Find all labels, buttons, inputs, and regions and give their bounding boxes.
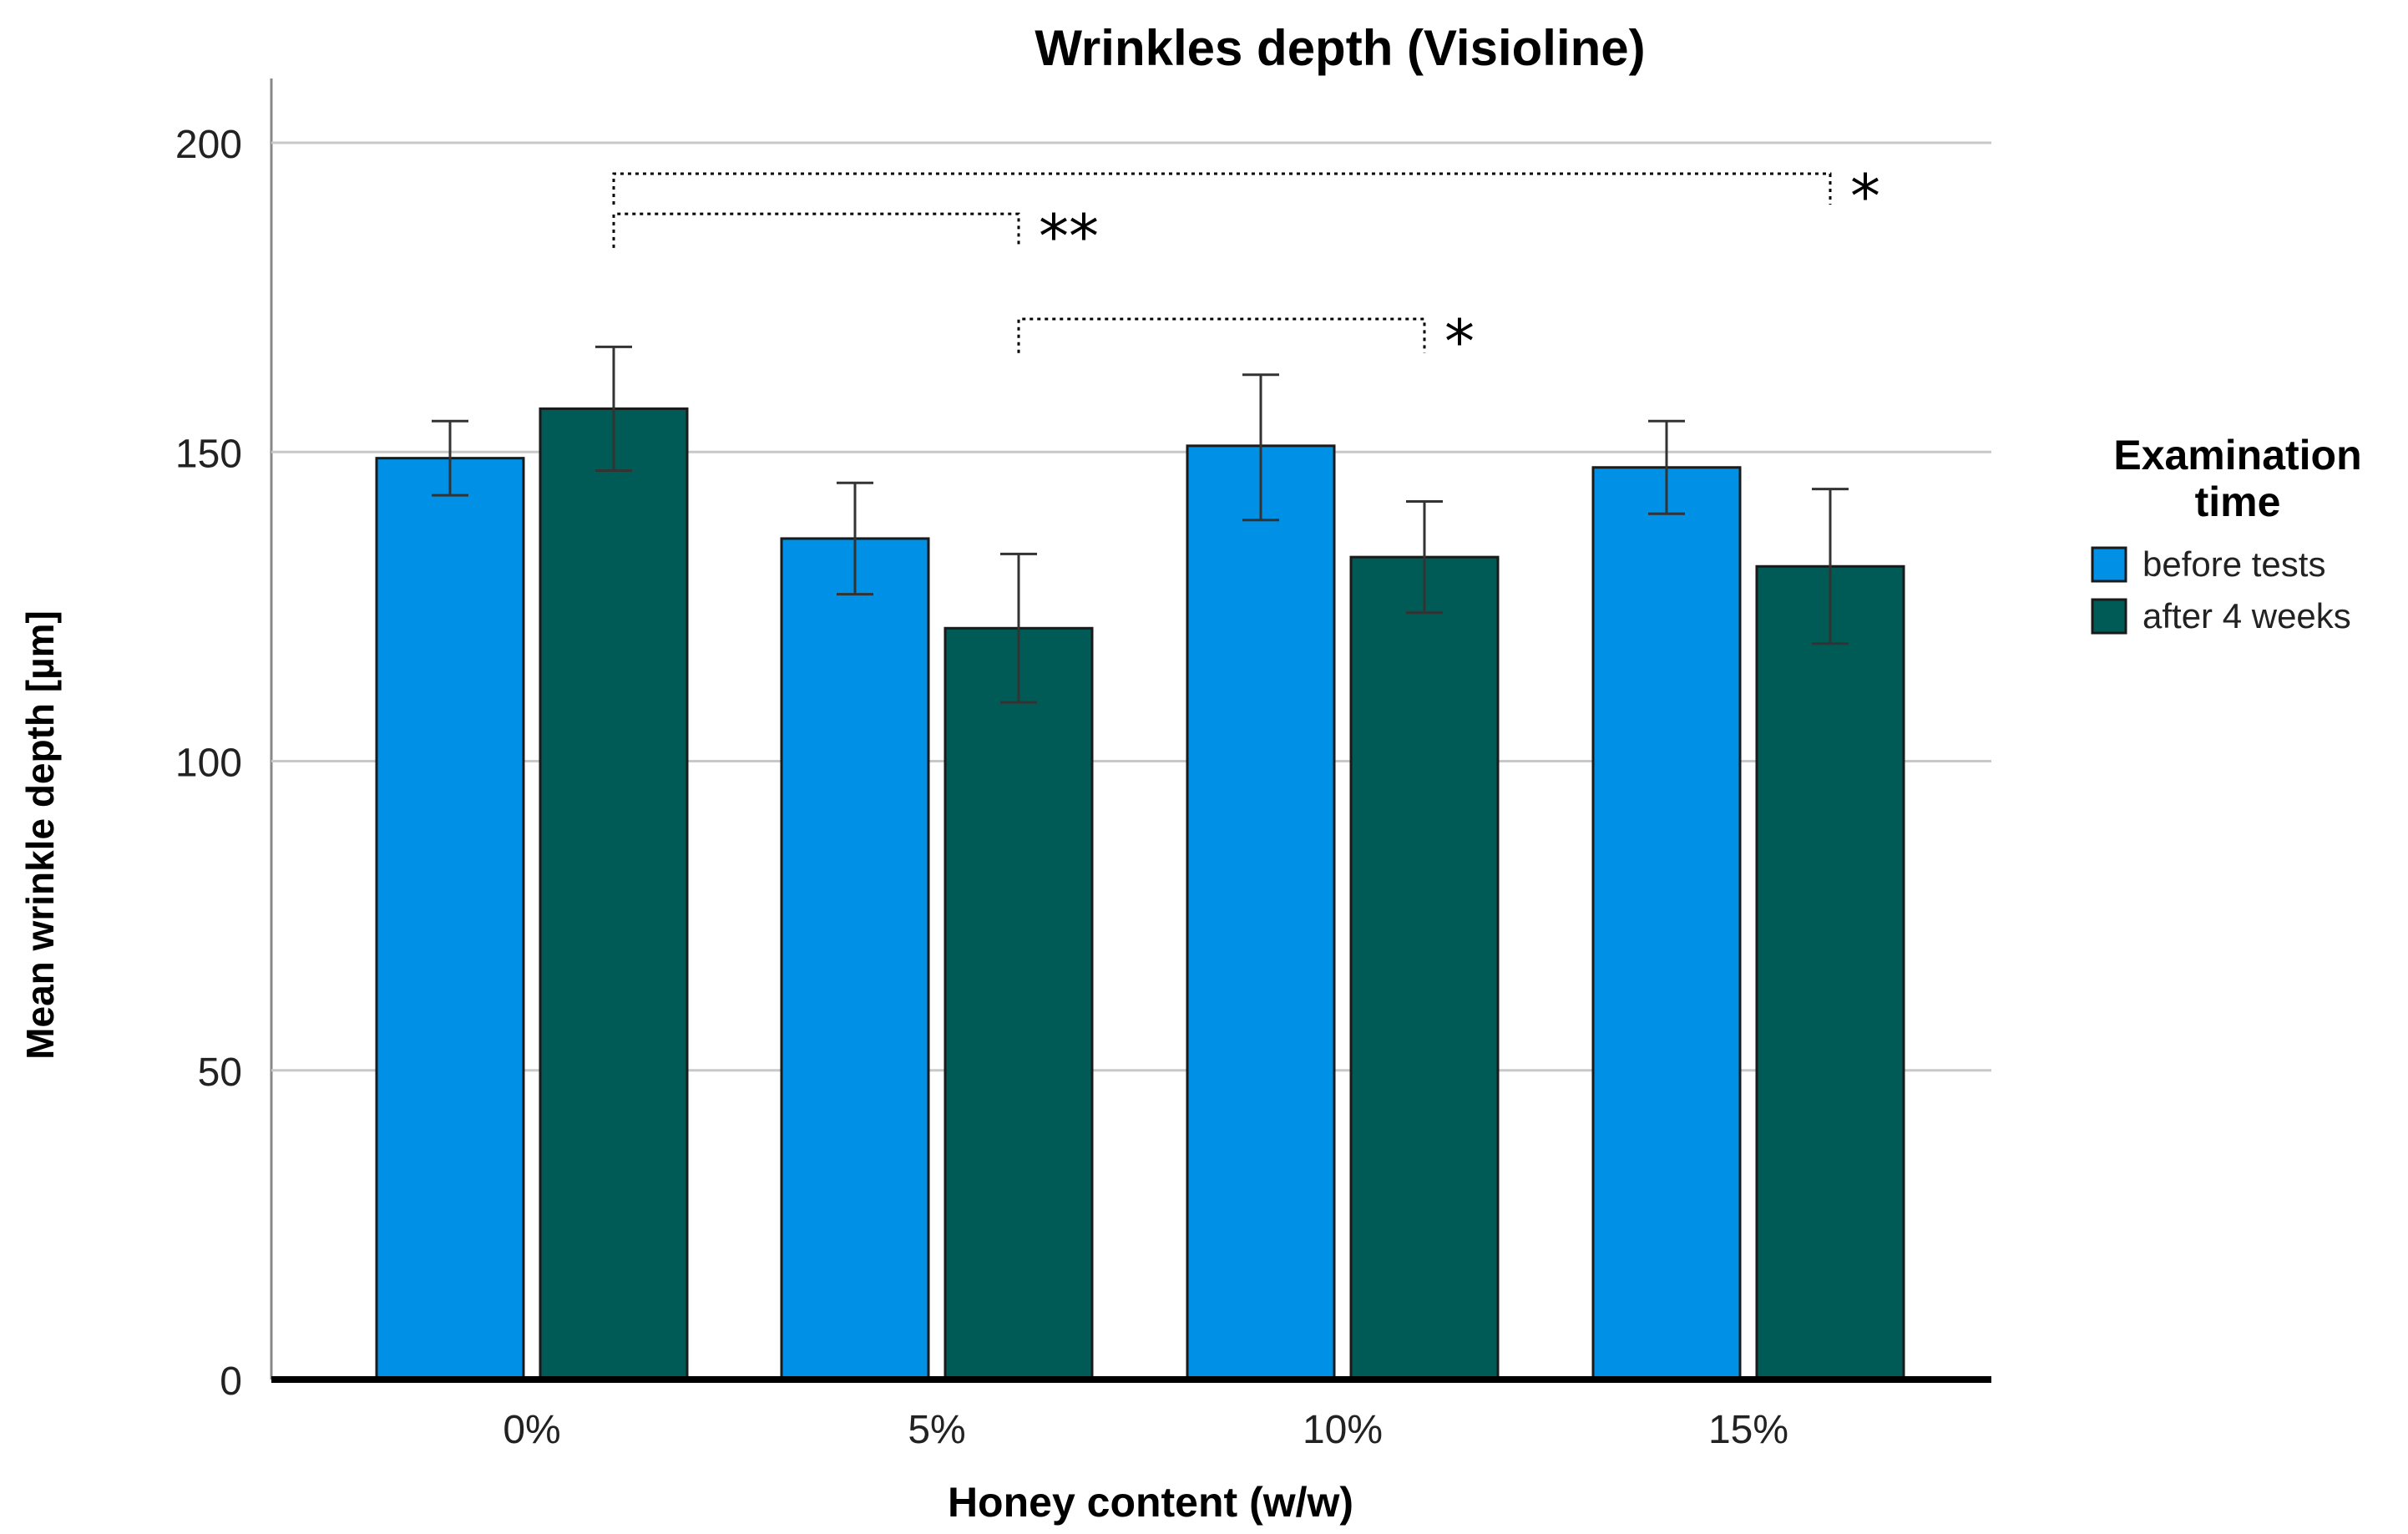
error-bars [271, 345, 1991, 1383]
chart-title: Wrinkles depth (Visioline) [1035, 20, 1645, 76]
significance-bracket-1 [612, 172, 1832, 205]
bar-before-tests-10pct [1186, 444, 1336, 1381]
bar-before-tests-5pct [780, 537, 930, 1381]
x-tick-labels: 0% 5% 10% 15% [503, 1408, 1788, 1452]
significance-label-1: * [1850, 161, 1880, 231]
bar-after-4-weeks-10pct [1349, 555, 1500, 1381]
bar-before-tests-15pct [1591, 466, 1742, 1381]
bar-after-4-weeks-0pct [539, 407, 689, 1381]
y-tick-label-0: 0 [220, 1359, 242, 1404]
legend-label-before-tests: before tests [2142, 544, 2325, 584]
legend-title-line1: Examination [2113, 432, 2361, 478]
significance-brackets: **** [612, 161, 1880, 377]
significance-bracket-2 [612, 212, 1020, 248]
x-tick-label-10pct: 10% [1303, 1408, 1383, 1452]
bar-after-4-weeks-15pct [1755, 564, 1905, 1381]
y-tick-label-100: 100 [175, 742, 242, 786]
significance-bracket-3 [1017, 317, 1426, 353]
y-axis-title: Mean wrinkle depth [µm] [18, 610, 62, 1060]
bar-before-tests-0pct [375, 457, 525, 1381]
legend-swatch-before-tests [2091, 546, 2127, 583]
legend-title-line2: time [2195, 478, 2281, 525]
y-tick-label-150: 150 [175, 432, 242, 476]
x-axis-title: Honey content (w/w) [948, 1479, 1353, 1526]
bar-after-4-weeks-5pct [943, 626, 1094, 1381]
x-tick-label-0pct: 0% [503, 1408, 560, 1452]
legend-label-after-4-weeks: after 4 weeks [2142, 596, 2351, 635]
bars [375, 407, 1905, 1381]
legend: Examination time before tests after 4 wee… [2091, 432, 2362, 635]
y-tick-labels: 0 50 100 150 200 [175, 123, 242, 1404]
y-tick-label-200: 200 [175, 123, 242, 167]
significance-label-2: ** [1039, 201, 1099, 271]
x-tick-label-15pct: 15% [1708, 1408, 1788, 1452]
legend-swatch-after-4-weeks [2091, 598, 2127, 635]
x-tick-label-5pct: 5% [908, 1408, 965, 1452]
significance-label-3: * [1444, 306, 1475, 377]
y-tick-label-50: 50 [198, 1051, 242, 1095]
